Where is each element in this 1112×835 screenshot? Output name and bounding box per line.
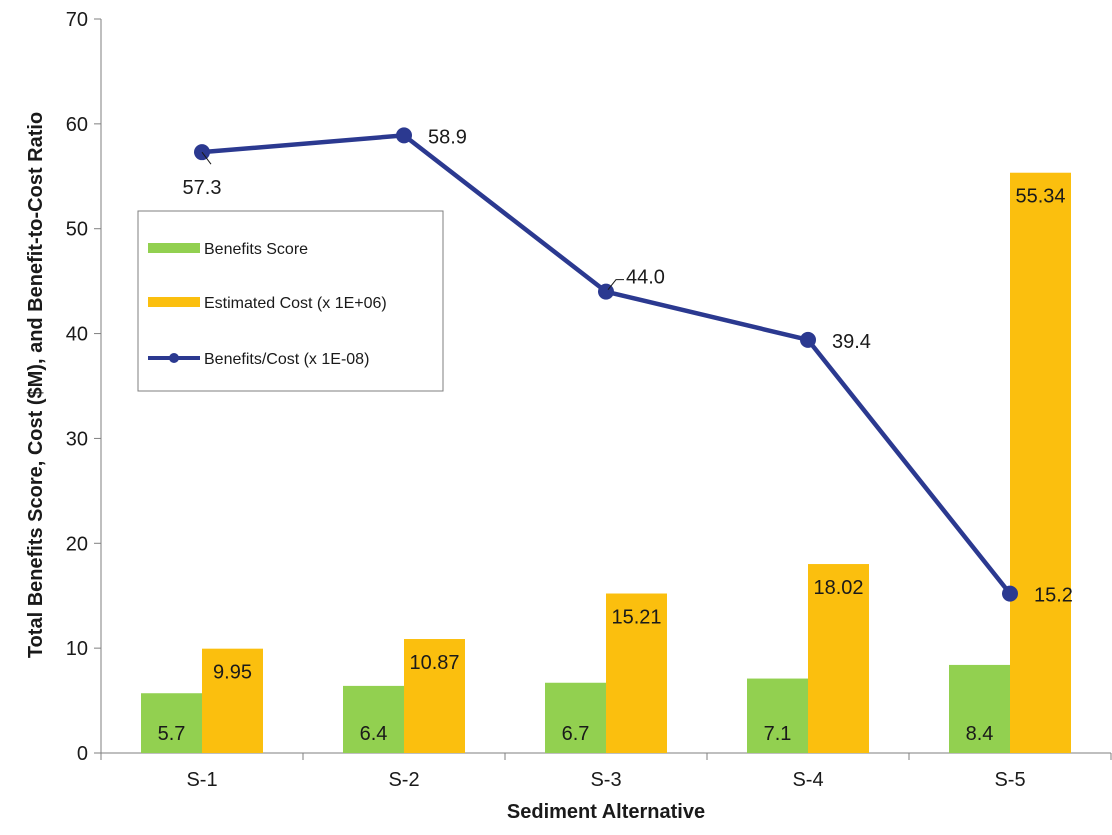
data-label-estimated-cost: 9.95 — [213, 662, 252, 684]
legend-label-benefits: Benefits Score — [204, 241, 308, 258]
legend: Benefits Score Estimated Cost (x 1E+06) … — [137, 210, 444, 392]
bar-estimated-cost — [202, 648, 263, 753]
bar-benefits-score — [141, 693, 202, 753]
y-tick-label: 50 — [66, 219, 88, 241]
x-tick-label: S-3 — [590, 769, 621, 791]
data-label-benefits-score: 7.1 — [764, 723, 792, 745]
y-tick-label: 60 — [66, 114, 88, 136]
marker-benefits-cost — [396, 127, 412, 144]
legend-label-cost: Estimated Cost (x 1E+06) — [204, 295, 387, 312]
data-label-estimated-cost: 10.87 — [409, 652, 459, 674]
data-label-benefits-cost: 44.0 — [626, 267, 665, 289]
legend-swatch-ratio-marker — [169, 353, 179, 363]
bar-benefits-score — [343, 685, 404, 753]
data-label-benefits-cost: 39.4 — [832, 331, 871, 353]
y-tick-label: 20 — [66, 533, 88, 555]
legend-swatch-benefits — [148, 243, 200, 253]
x-tick-label: S-4 — [792, 769, 823, 791]
y-tick-label: 10 — [66, 638, 88, 660]
data-label-leader — [201, 151, 212, 165]
bar-benefits-score — [949, 664, 1010, 753]
y-tick-label: 30 — [66, 428, 88, 450]
data-labels: 5.7 9.95 6.4 10.87 6.7 15.21 7.1 18.02 8.4 55.34 5… — [158, 126, 1073, 745]
marker-benefits-cost — [800, 331, 816, 348]
data-label-benefits-score: 6.4 — [360, 723, 388, 745]
legend-label-ratio: Benefits/Cost (x 1E-08) — [204, 351, 369, 368]
y-axis-title: Total Benefits Score, Cost ($M), and Ben… — [25, 112, 47, 658]
x-tick-label: S-1 — [186, 769, 217, 791]
data-label-benefits-cost: 15.2 — [1034, 585, 1073, 607]
x-tick-label: S-2 — [388, 769, 419, 791]
data-label-leader — [607, 279, 624, 290]
data-label-estimated-cost: 18.02 — [813, 577, 863, 599]
legend-swatch-cost — [148, 297, 200, 307]
y-axis: 0 10 20 30 40 50 60 70 — [66, 9, 102, 765]
data-label-benefits-score: 8.4 — [966, 723, 994, 745]
bar-estimated-cost — [606, 593, 667, 753]
y-tick-label: 70 — [66, 9, 88, 31]
bar-benefits-score — [545, 682, 606, 753]
data-label-benefits-cost: 57.3 — [183, 177, 222, 199]
bar-estimated-cost — [404, 639, 465, 753]
y-tick-label: 0 — [77, 743, 88, 765]
data-label-estimated-cost: 15.21 — [611, 607, 661, 629]
bar-estimated-cost — [808, 564, 869, 753]
bar-estimated-cost — [1010, 172, 1071, 753]
line-series — [194, 127, 1018, 602]
bars — [141, 172, 1071, 753]
data-label-benefits-score: 5.7 — [158, 723, 186, 745]
marker-benefits-cost — [1002, 585, 1018, 602]
marker-benefits-cost — [598, 283, 614, 300]
bar-benefits-score — [747, 678, 808, 753]
y-tick-label: 40 — [66, 324, 88, 346]
x-axis: S-1 S-2 S-3 S-4 S-5 — [100, 752, 1112, 791]
data-label-benefits-cost: 58.9 — [428, 126, 467, 148]
data-label-benefits-score: 6.7 — [562, 723, 590, 745]
data-label-estimated-cost: 55.34 — [1015, 186, 1065, 208]
x-axis-title: Sediment Alternative — [507, 801, 705, 823]
x-tick-label: S-5 — [994, 769, 1025, 791]
